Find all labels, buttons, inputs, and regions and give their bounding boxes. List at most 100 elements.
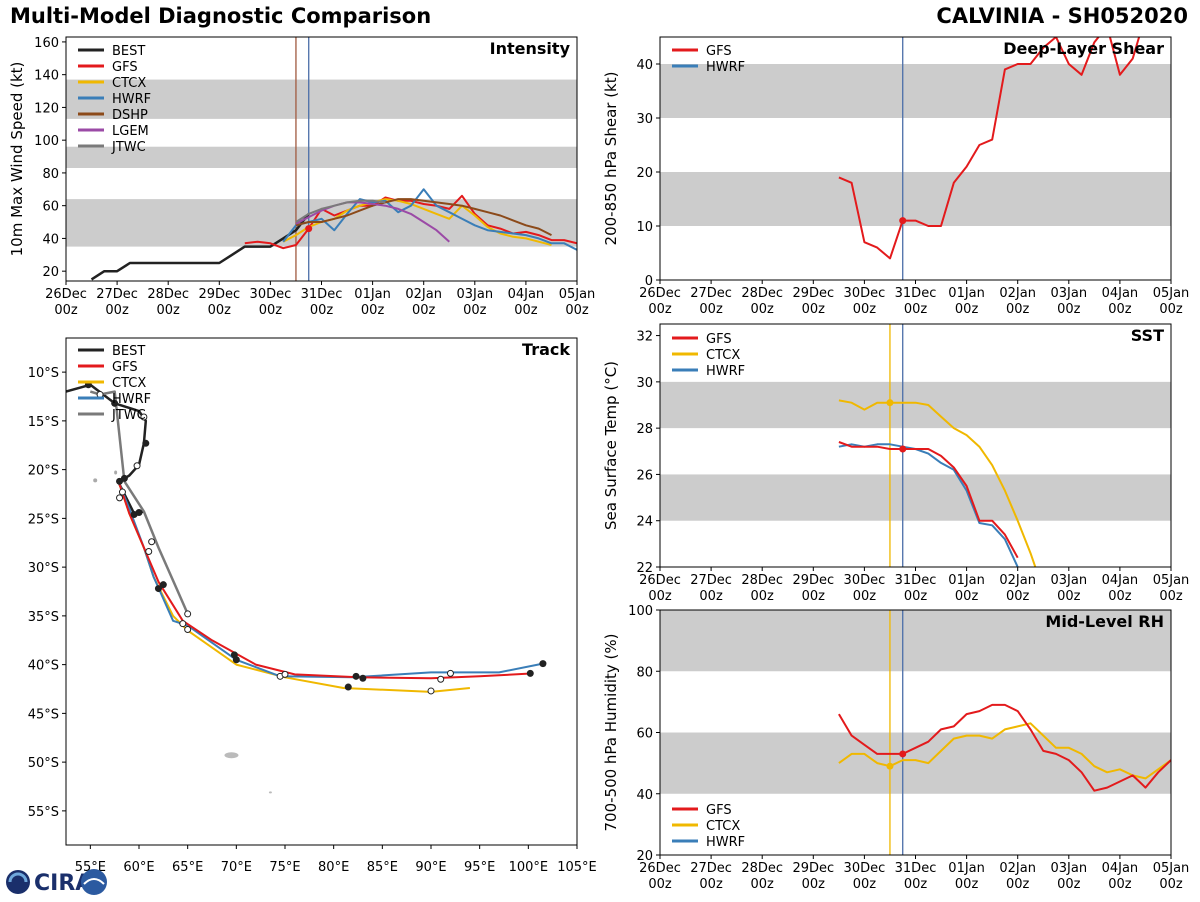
legend-label: HWRF <box>112 92 151 107</box>
x-tick-label: 00z <box>751 589 775 604</box>
y-tick-label: 100 <box>628 604 653 619</box>
series-line-dshp <box>295 198 552 236</box>
cira-logo-graphic: CIRA <box>6 869 107 896</box>
marker-ctcx <box>886 762 894 770</box>
plot-area <box>66 37 577 281</box>
series-line-gfs <box>118 483 534 680</box>
x-tick-label: 01Jan <box>354 287 391 302</box>
track-point <box>539 660 547 668</box>
x-tick-label: 04Jan <box>1102 573 1139 588</box>
x-tick-label: 30Dec <box>844 573 886 588</box>
panel-track: 55°E 60°E 65°E 70°E 75°E 80°E 85°E 90°E 95°E 100°… <box>28 337 597 875</box>
y-tick-label: 20 <box>636 849 653 864</box>
legend-label: GFS <box>706 803 732 818</box>
y-tick-label: 30 <box>636 376 653 391</box>
plot-area <box>660 610 1171 855</box>
x-tick-label: 00z <box>904 589 928 604</box>
x-tick-label: 00z <box>955 589 979 604</box>
x-tick-label: 00z <box>1006 877 1030 892</box>
x-tick-label: 00z <box>157 303 181 318</box>
x-tick-label: 00z <box>310 303 334 318</box>
legend-label: GFS <box>706 44 732 59</box>
shaded-band <box>660 64 1171 118</box>
marker-gfs <box>899 445 907 453</box>
shaded-band <box>66 146 577 169</box>
y-tick-label: 10°S <box>28 366 59 381</box>
x-tick-label: 00z <box>955 302 979 317</box>
track-point-open <box>118 488 126 496</box>
x-tick-label: 00z <box>648 877 672 892</box>
y-tick-label: 20°S <box>28 464 59 479</box>
shaded-band <box>660 732 1171 794</box>
cira-logo: CIRA <box>4 866 108 898</box>
y-tick-label: 40 <box>42 232 59 247</box>
x-tick-label: 00z <box>853 302 877 317</box>
x-tick-label: 00z <box>751 877 775 892</box>
y-tick-label: 45°S <box>28 707 59 722</box>
x-tick-label: 00z <box>802 589 826 604</box>
x-tick-label: 00z <box>259 303 283 318</box>
x-tick-label: 00z <box>699 589 723 604</box>
track-point <box>359 674 367 682</box>
x-tick-label: 60°E <box>123 860 154 875</box>
x-tick-label: 31Dec <box>895 286 937 301</box>
y-tick-label: 30°S <box>28 561 59 576</box>
track-point-open <box>179 620 187 628</box>
x-tick-label: 00z <box>514 303 538 318</box>
legend-label: BEST <box>112 344 145 359</box>
x-tick-label: 26Dec <box>639 573 681 588</box>
x-tick-label: 30Dec <box>250 287 292 302</box>
panel-intensity: 26Dec00z27Dec00z28Dec00z29Dec00z30Dec00z… <box>8 36 595 318</box>
y-tick-label: 100 <box>34 134 59 149</box>
track-point-open <box>133 462 141 470</box>
track-point <box>526 669 534 677</box>
y-tick-label: 30 <box>636 112 653 127</box>
x-tick-label: 29Dec <box>792 573 834 588</box>
y-tick-label: 20 <box>42 265 59 280</box>
x-tick-label: 00z <box>648 589 672 604</box>
track-point-open <box>116 494 124 502</box>
y-tick-label: 20 <box>636 166 653 181</box>
shaded-band <box>66 79 577 119</box>
y-tick-label: 50°S <box>28 756 59 771</box>
legend-label: CTCX <box>112 376 146 391</box>
x-tick-label: 00z <box>1108 877 1132 892</box>
panel-sst: 26Dec00z27Dec00z28Dec00z29Dec00z30Dec00z… <box>602 323 1189 604</box>
y-tick-label: 26 <box>636 468 653 483</box>
track-point <box>142 439 150 447</box>
x-tick-label: 00z <box>853 589 877 604</box>
panel-title: Deep-Layer Shear <box>1003 39 1164 58</box>
series-line-jtwc <box>295 199 386 223</box>
storm-name: CALVINIA - SH052020 <box>936 4 1188 28</box>
x-tick-label: 27Dec <box>690 573 732 588</box>
x-tick-label: 00z <box>802 302 826 317</box>
legend-label: DSHP <box>112 108 148 123</box>
plot-frame <box>659 323 1172 568</box>
panel-title: SST <box>1131 326 1164 345</box>
x-tick-label: 00z <box>1006 302 1030 317</box>
legend-label: HWRF <box>706 835 745 850</box>
x-tick-label: 01Jan <box>948 573 985 588</box>
track-point-open <box>140 413 148 421</box>
legend-label: LGEM <box>112 124 149 139</box>
track-point-open <box>427 687 435 695</box>
legend-label: JTWC <box>111 408 146 423</box>
legend-label: GFS <box>112 60 138 75</box>
series-line-gfs <box>244 194 577 250</box>
x-tick-label: 30Dec <box>844 286 886 301</box>
series-line-hwrf <box>118 483 544 679</box>
series-line-ctcx <box>838 722 1171 780</box>
x-tick-label: 03Jan <box>457 287 494 302</box>
x-tick-label: 04Jan <box>1102 286 1139 301</box>
x-tick-label: 03Jan <box>1051 286 1088 301</box>
x-tick-label: 27Dec <box>690 286 732 301</box>
x-tick-label: 27Dec <box>690 861 732 876</box>
legend-label: CTCX <box>706 819 740 834</box>
plot-frame <box>659 36 1172 281</box>
x-tick-label: 28Dec <box>741 286 783 301</box>
shaded-band <box>660 381 1171 429</box>
x-tick-label: 29Dec <box>792 286 834 301</box>
x-tick-label: 00z <box>955 877 979 892</box>
series-line-best <box>90 213 310 281</box>
legend-label: HWRF <box>706 60 745 75</box>
